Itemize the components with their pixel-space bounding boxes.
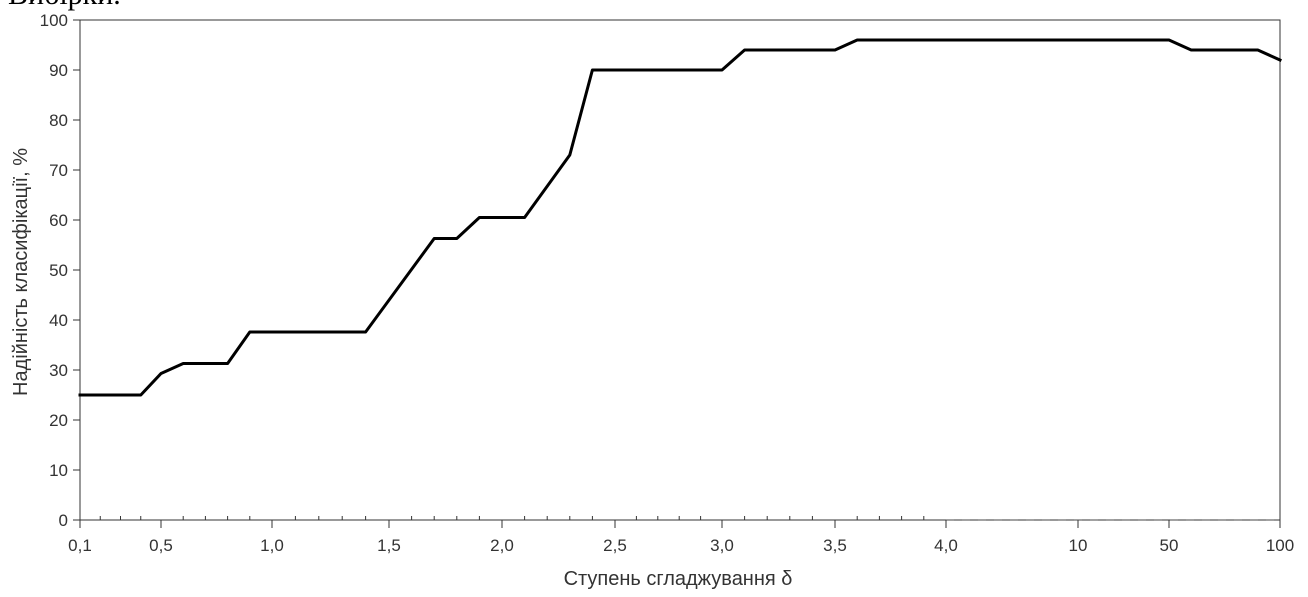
x-tick-label: 2,5 — [603, 536, 627, 555]
y-axis-label: Надійність класифікації, % — [10, 148, 32, 396]
y-tick-label: 40 — [49, 311, 68, 330]
x-axis-ticks: 0,1 0,5 1,0 1,5 2,0 2,5 3,0 3,5 4,0 10 50 100 — [68, 520, 1294, 555]
y-tick-label: 10 — [49, 461, 68, 480]
x-tick-label: 3,5 — [823, 536, 847, 555]
x-tick-label: 3,0 — [710, 536, 734, 555]
series-line — [78, 38, 1282, 397]
x-tick-label: 1,5 — [377, 536, 401, 555]
x-tick-label: 50 — [1160, 536, 1179, 555]
y-tick-label: 70 — [49, 161, 68, 180]
cropped-top-text: Вибірки. — [8, 0, 121, 10]
y-tick-label: 60 — [49, 211, 68, 230]
y-tick-label: 80 — [49, 111, 68, 130]
y-tick-label: 50 — [49, 261, 68, 280]
x-tick-label: 1,0 — [260, 536, 284, 555]
y-tick-label: 30 — [49, 361, 68, 380]
x-axis-label: Ступень сгладжування δ — [564, 568, 793, 590]
x-tick-label: 2,0 — [490, 536, 514, 555]
y-tick-label: 0 — [59, 511, 68, 530]
x-tick-label: 4,0 — [934, 536, 958, 555]
x-tick-label: 0,1 — [68, 536, 92, 555]
plot-frame — [79, 19, 1281, 521]
y-tick-label: 20 — [49, 411, 68, 430]
x-tick-label: 10 — [1069, 536, 1088, 555]
y-axis-ticks: 0 10 20 30 40 50 60 70 80 90 100 — [40, 11, 80, 530]
y-tick-label: 100 — [40, 11, 68, 30]
x-tick-label: 0,5 — [149, 536, 173, 555]
x-tick-label: 100 — [1266, 536, 1294, 555]
x-axis-minor-ticks — [99, 516, 925, 520]
y-tick-label: 90 — [49, 61, 68, 80]
